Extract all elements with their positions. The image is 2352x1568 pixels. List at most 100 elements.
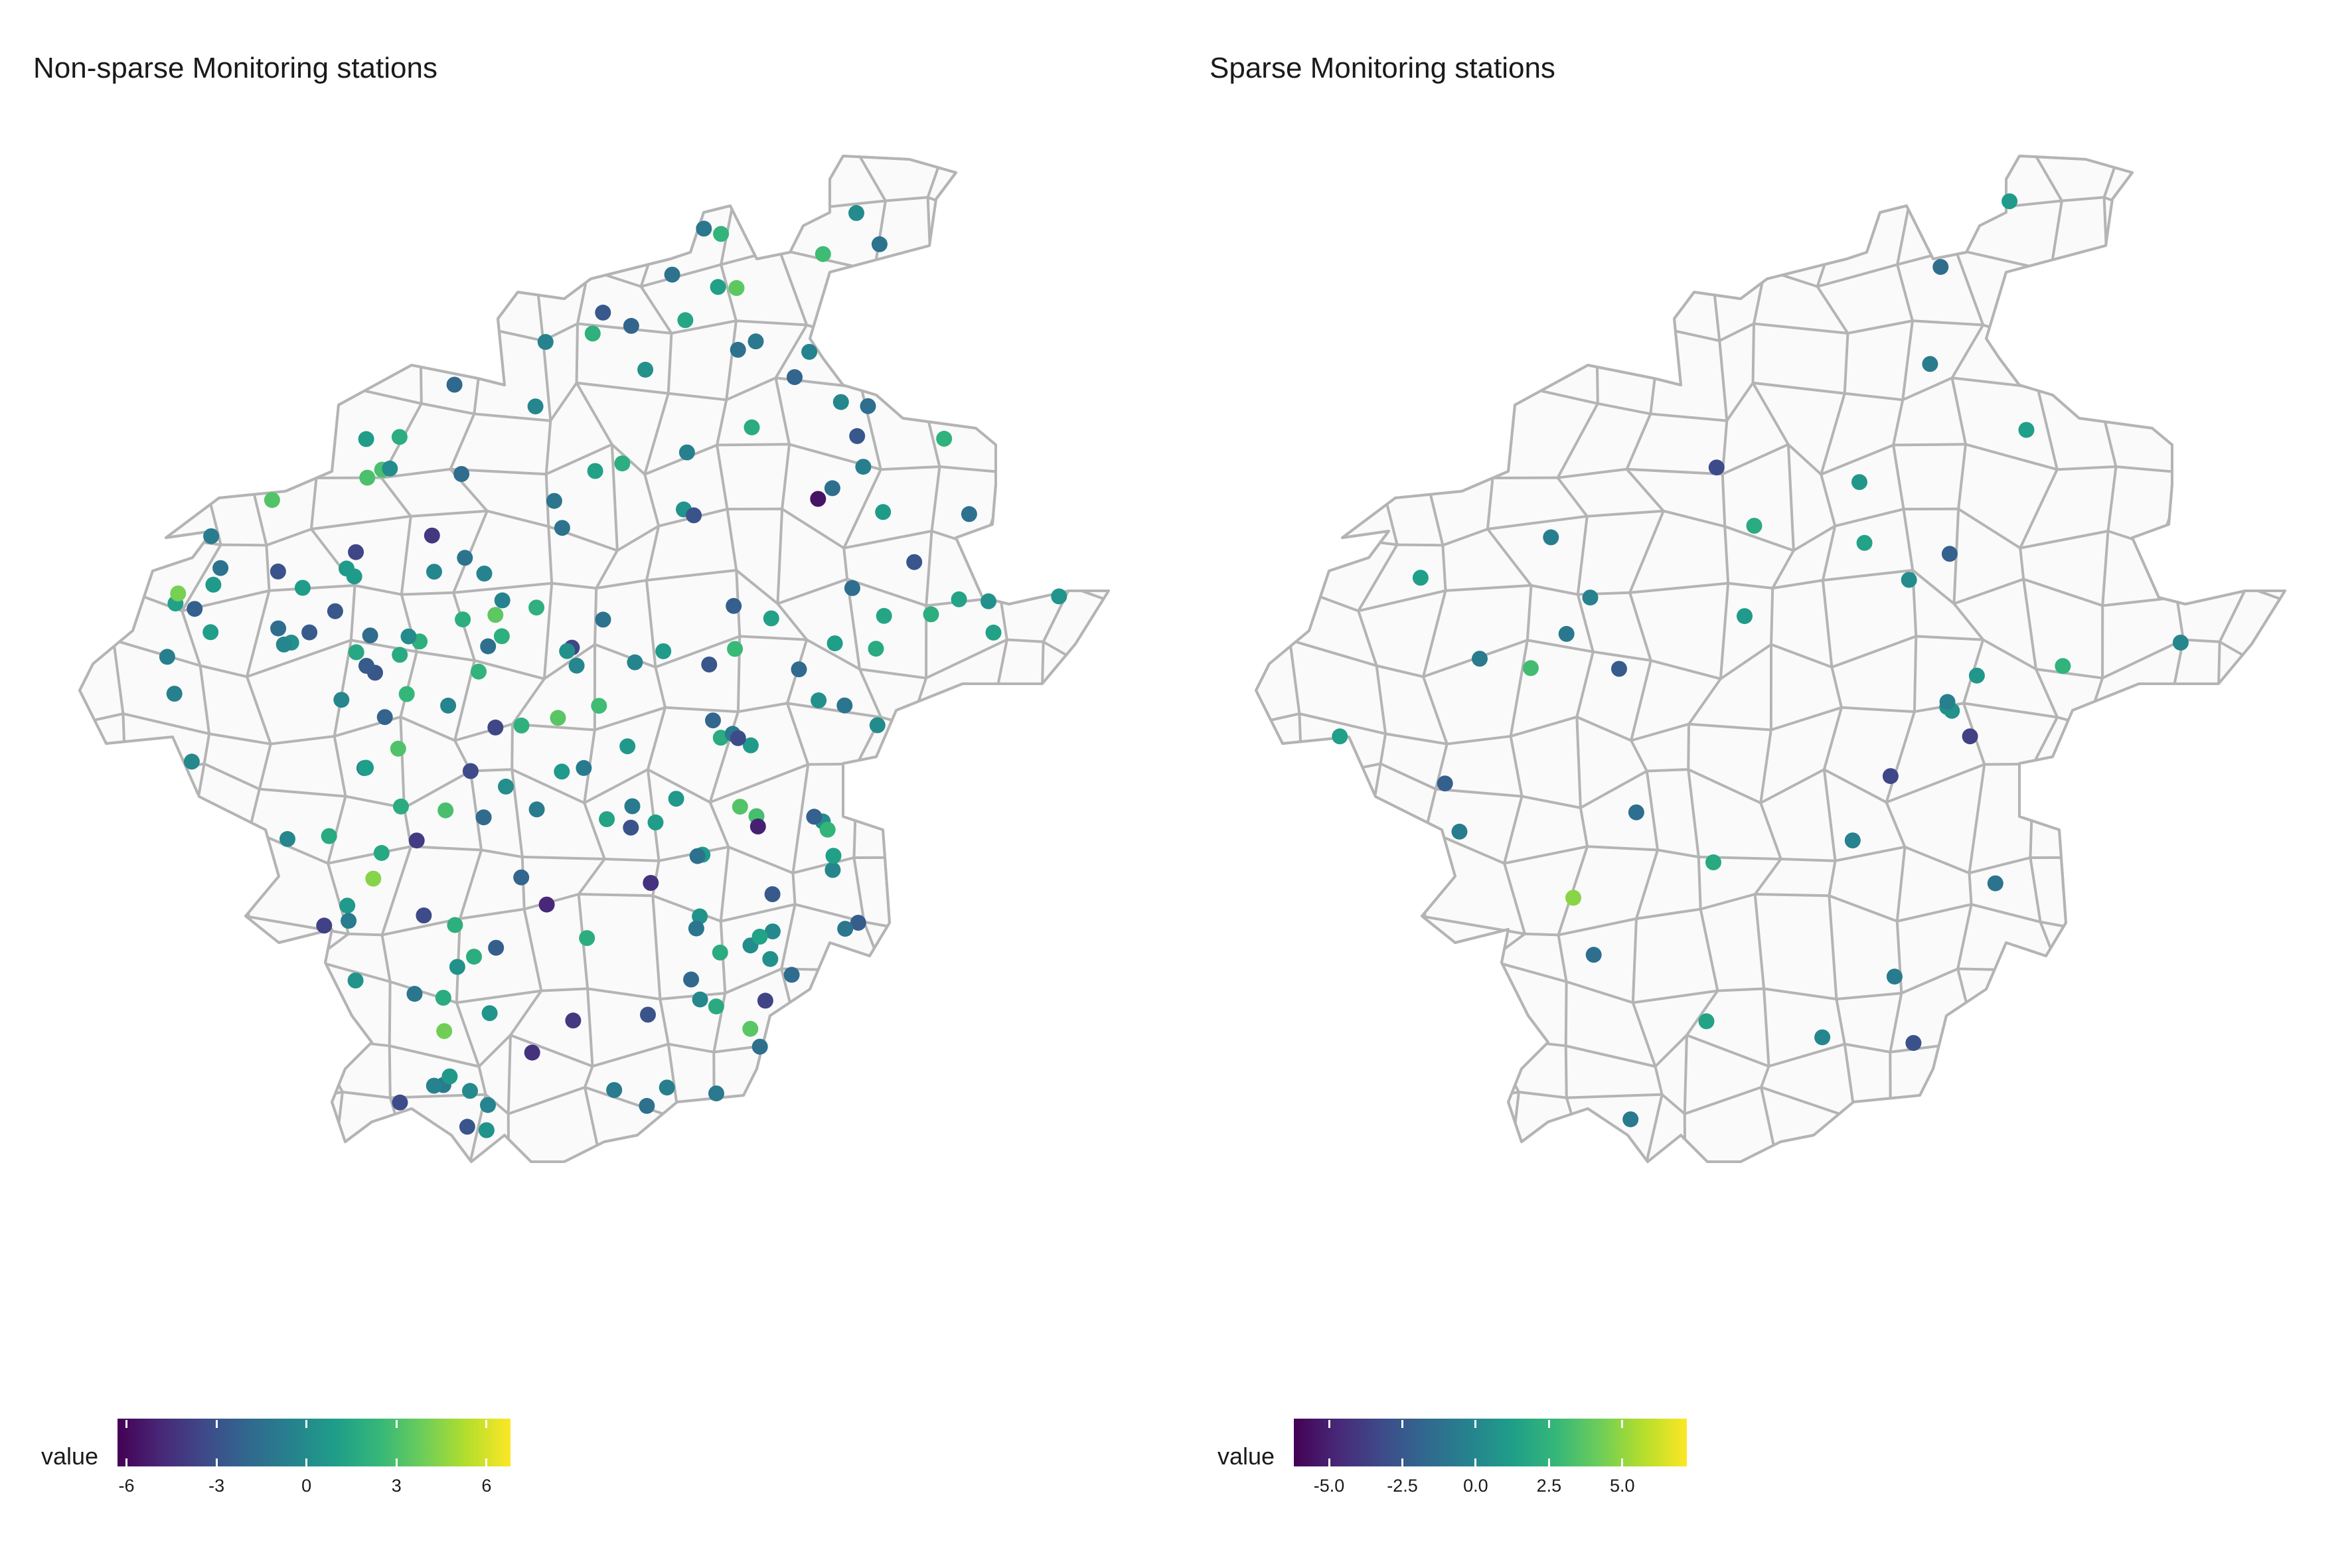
district-boundary: [311, 514, 412, 530]
district-boundary: [1042, 506, 1109, 545]
district-boundary: [1503, 862, 1526, 935]
district-boundary: [136, 156, 146, 198]
district-boundary: [991, 389, 1067, 394]
station-point: [848, 204, 864, 221]
district-boundary: [2217, 700, 2285, 743]
station-point: [440, 697, 457, 714]
district-boundary: [1705, 205, 1713, 266]
district-boundary: [1435, 787, 1522, 798]
station-point: [568, 657, 585, 674]
district-boundary: [1952, 603, 1984, 641]
district-boundary: [114, 339, 206, 358]
district-boundary: [2294, 507, 2317, 612]
district-boundary: [1067, 1114, 1085, 1162]
district-boundary: [2098, 250, 2108, 319]
district-boundary: [1759, 802, 1782, 860]
district-boundary: [138, 141, 216, 144]
district-boundary: [1428, 957, 1465, 1054]
district-boundary: [2158, 547, 2178, 598]
district-boundary: [1376, 664, 1424, 678]
district-boundary: [846, 578, 927, 607]
district-boundary: [921, 1174, 986, 1187]
station-point: [481, 1005, 498, 1022]
station-point: [475, 809, 492, 826]
station-point: [686, 507, 702, 524]
station-point: [868, 641, 884, 657]
district-boundary: [1903, 1160, 1977, 1162]
station-point: [836, 697, 853, 714]
district-boundary: [336, 156, 398, 157]
district-boundary: [982, 969, 1014, 1051]
district-boundary: [1423, 262, 1453, 317]
district-boundary: [2034, 156, 2063, 202]
district-boundary: [270, 735, 335, 745]
station-point: [1412, 570, 1429, 586]
station-point: [1585, 947, 1602, 963]
station-point: [203, 528, 220, 544]
district-boundary: [1375, 665, 1387, 734]
district-boundary: [2294, 1025, 2317, 1099]
district-boundary: [1119, 206, 1133, 274]
district-boundary: [1687, 724, 1690, 770]
district-boundary: [1423, 187, 1460, 264]
district-boundary: [1373, 356, 1384, 398]
district-boundary: [220, 543, 267, 547]
district-boundary: [975, 213, 1059, 218]
district-boundary: [787, 702, 882, 719]
district-boundary: [781, 507, 845, 550]
district-boundary: [50, 451, 64, 534]
district-boundary: [1312, 156, 1322, 198]
district-boundary: [925, 638, 1008, 680]
district-boundary: [112, 251, 119, 341]
district-boundary: [1576, 516, 1589, 595]
station-point: [449, 959, 465, 975]
station-point: [1968, 667, 1985, 684]
district-boundary: [2106, 249, 2175, 276]
district-boundary: [1982, 638, 2037, 670]
station-point: [498, 778, 514, 795]
district-boundary: [657, 1119, 680, 1162]
district-boundary: [1012, 1113, 1069, 1125]
district-boundary: [607, 1181, 658, 1190]
district-boundary: [2029, 857, 2042, 923]
station-point: [713, 226, 730, 242]
district-boundary: [2296, 900, 2304, 959]
district-boundary: [659, 122, 734, 133]
district-boundary: [1844, 1042, 1891, 1054]
district-boundary: [999, 597, 1008, 640]
district-boundary: [858, 668, 882, 718]
district-boundary: [1049, 156, 1060, 216]
district-boundary: [1290, 1099, 1329, 1162]
station-point: [825, 848, 842, 864]
district-boundary: [487, 509, 549, 528]
district-boundary: [909, 968, 1014, 999]
district-boundary: [1971, 903, 2041, 923]
district-boundary: [581, 156, 588, 204]
district-boundary: [200, 156, 217, 208]
district-boundary: [1721, 443, 1789, 476]
station-point: [710, 279, 726, 295]
district-boundary: [2098, 319, 2104, 409]
district-boundary: [1289, 339, 1316, 376]
district-boundary: [511, 768, 586, 805]
district-boundary: [1711, 264, 1765, 272]
district-boundary: [1256, 778, 1302, 807]
station-point: [1558, 625, 1575, 642]
district-boundary: [738, 702, 788, 714]
district-boundary: [1357, 544, 1399, 612]
district-boundary: [2234, 205, 2285, 218]
station-point: [961, 506, 977, 522]
station-point: [591, 698, 607, 714]
district-boundary: [2035, 668, 2059, 718]
district-boundary: [408, 1157, 467, 1162]
district-boundary: [2057, 465, 2116, 471]
station-point: [359, 469, 376, 486]
district-boundary: [1423, 1105, 1439, 1162]
district-boundary: [852, 857, 866, 923]
district-boundary: [1687, 768, 1762, 805]
station-point: [441, 1068, 458, 1085]
station-point: [692, 991, 708, 1008]
district-boundary: [1573, 156, 1638, 157]
district-boundary: [1654, 1034, 1688, 1067]
district-boundary: [1288, 586, 1294, 641]
